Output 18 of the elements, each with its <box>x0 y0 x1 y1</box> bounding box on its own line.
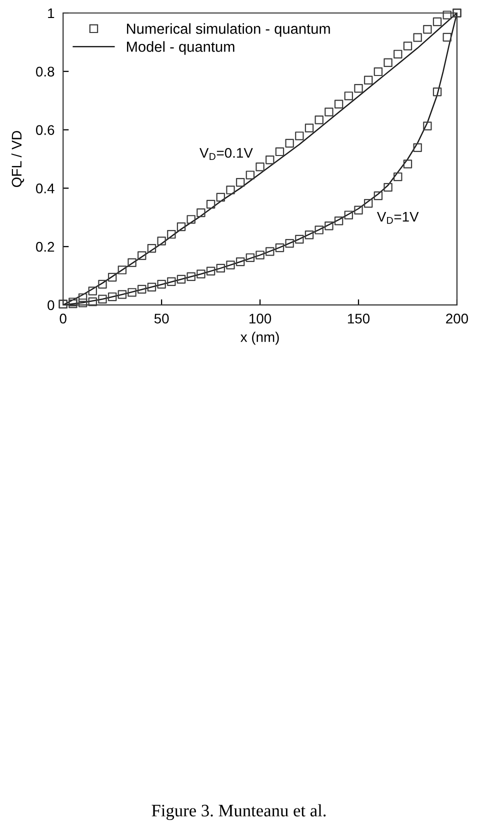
y-tick-label: 0.4 <box>36 184 54 194</box>
y-tick-label: 0.8 <box>36 66 54 77</box>
annotation: V$_{D}$=0.1V <box>200 148 253 160</box>
x-tick-label: 0 <box>60 314 66 324</box>
y-tick-label: 1 <box>48 8 54 18</box>
y-tick-label: 0.2 <box>36 242 54 252</box>
y-tick-label: 0 <box>48 300 54 310</box>
x-tick-label: 200 <box>446 314 468 324</box>
annotation: V$_{D}$=1V <box>376 212 419 224</box>
x-axis-title: x (nm) <box>240 332 279 345</box>
y-tick-label: 0.6 <box>36 125 54 135</box>
x-tick-label: 150 <box>348 314 370 324</box>
legend-label: Model - quantum <box>127 41 234 55</box>
caption: Figure 3. Munteanu et al. <box>152 804 326 820</box>
y-axis-title: QFL / VD <box>11 130 24 188</box>
x-tick-label: 100 <box>250 314 272 324</box>
legend-label: Numerical simulation - quantum <box>127 23 330 37</box>
x-tick-label: 50 <box>154 314 169 324</box>
